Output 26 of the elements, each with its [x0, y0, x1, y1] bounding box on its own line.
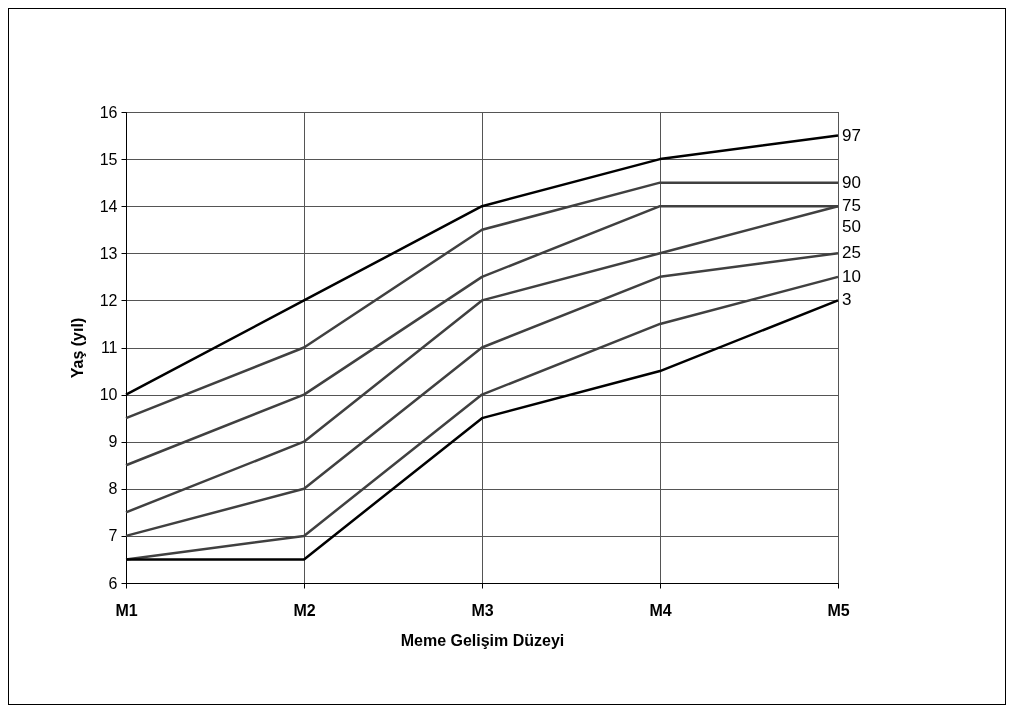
- x-axis-title: Meme Gelişim Düzeyi: [400, 631, 565, 649]
- y-tick-label: 7: [108, 527, 118, 545]
- y-tick-label: 8: [108, 480, 118, 498]
- x-tick-label: M3: [471, 601, 494, 619]
- y-tick-label: 14: [99, 197, 118, 215]
- x-tick-label: M2: [293, 601, 316, 619]
- series-label: 97: [842, 125, 861, 145]
- y-tick-label: 11: [100, 339, 118, 356]
- series-label: 25: [842, 243, 861, 263]
- x-tick-label: M1: [115, 601, 138, 619]
- y-axis-title: Yaş (yıl): [68, 317, 86, 379]
- series-label: 10: [842, 266, 861, 286]
- series-label: 90: [842, 172, 861, 192]
- y-tick-label: 16: [99, 103, 118, 121]
- series-label: 3: [842, 290, 852, 310]
- x-tick-label: M5: [827, 601, 850, 619]
- series-label: 75: [842, 196, 861, 216]
- y-tick-label: 13: [99, 244, 118, 262]
- y-tick-label: 10: [99, 386, 118, 404]
- y-tick-label: 9: [108, 433, 118, 451]
- y-tick-label: 6: [108, 574, 118, 592]
- y-tick-label: 12: [99, 291, 118, 309]
- x-tick-label: M4: [649, 601, 672, 619]
- y-tick-label: 15: [99, 150, 118, 168]
- series-label: 50: [842, 217, 861, 237]
- line-series: [124, 181, 840, 420]
